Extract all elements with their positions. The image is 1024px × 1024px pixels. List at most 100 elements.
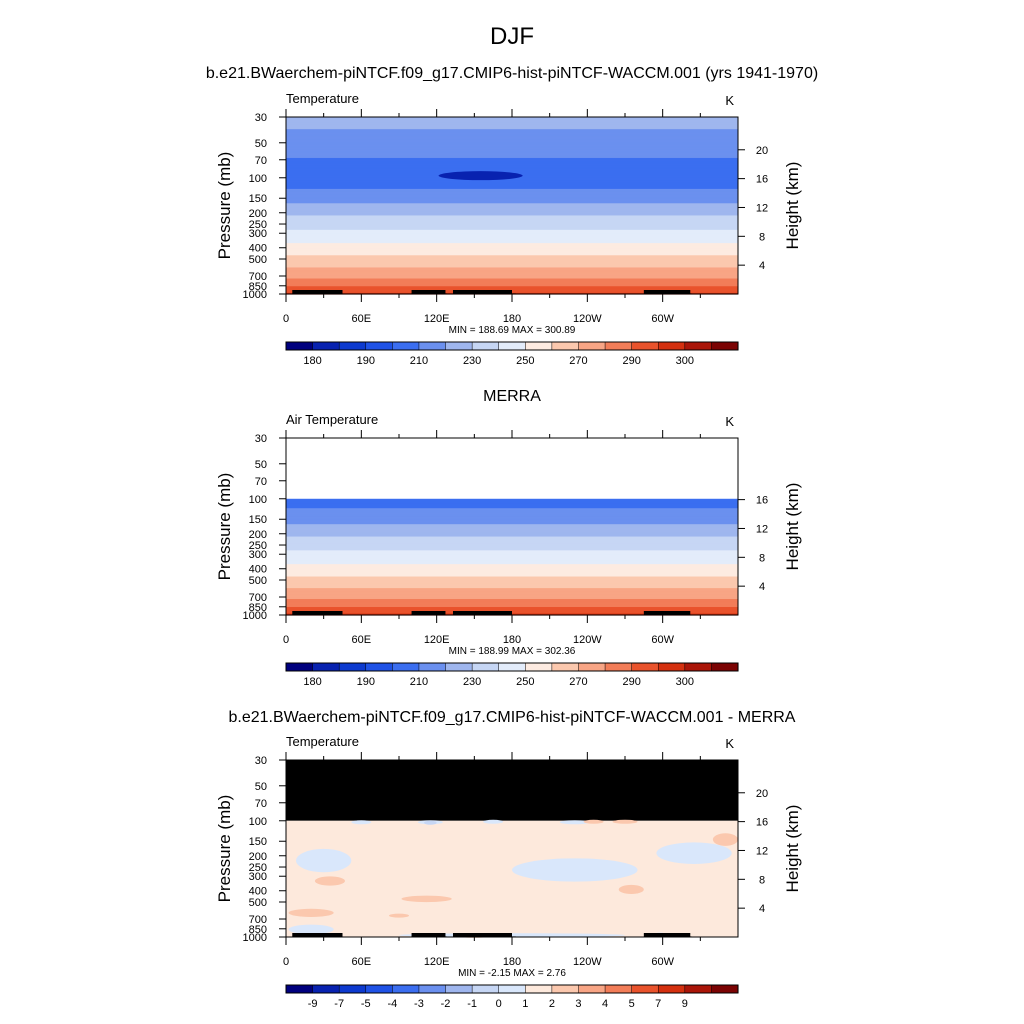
contour-band <box>286 511 738 514</box>
colorbar-label: 9 <box>682 998 688 1010</box>
contour-band <box>286 507 738 509</box>
contour-band <box>286 236 738 239</box>
colorbar-swatch <box>498 341 526 351</box>
contour-band <box>286 585 738 588</box>
y-tick-label: 1000 <box>243 932 267 944</box>
contour-band <box>286 545 738 547</box>
contour-band <box>286 608 738 610</box>
colorbar-label: -1 <box>467 998 477 1010</box>
colorbar-label: 270 <box>569 676 587 688</box>
y-tick-label: 70 <box>255 476 267 488</box>
contour-band <box>286 177 738 180</box>
contour-band <box>286 255 738 257</box>
contour-band <box>286 599 738 601</box>
min-max-stats: MIN = 188.99 MAX = 302.36 <box>449 646 576 657</box>
contour-band <box>286 185 738 188</box>
contour-band <box>286 574 738 576</box>
x-tick-label: 0 <box>283 634 289 646</box>
colorbar-label: -3 <box>414 998 424 1010</box>
contour-band <box>286 284 738 286</box>
colorbar-swatch <box>578 341 606 351</box>
contour-band <box>286 508 738 510</box>
contour-band <box>286 184 738 187</box>
y-tick-label: 30 <box>255 755 267 767</box>
contour-band <box>286 548 738 551</box>
contour-band <box>286 275 738 277</box>
contour-band <box>286 202 738 204</box>
contour-band <box>286 267 738 270</box>
colorbar-swatch <box>471 662 500 672</box>
colorbar-swatch <box>631 662 659 672</box>
colorbar-swatch <box>418 984 447 994</box>
y-tick-label: 50 <box>255 781 267 793</box>
contour-band <box>286 586 738 588</box>
contour-band <box>286 274 738 276</box>
contour-band <box>286 214 738 217</box>
contour-band <box>286 504 738 506</box>
contour-band <box>286 506 738 509</box>
colorbar-swatch <box>365 341 393 351</box>
contour-band <box>286 263 738 265</box>
x-tick-label: 120E <box>424 313 450 325</box>
y-tick-label: 700 <box>249 592 267 604</box>
topography-mask <box>411 290 446 294</box>
difference-anomaly <box>424 820 437 825</box>
contour-band <box>286 609 738 612</box>
colorbar-swatch <box>338 662 367 672</box>
difference-anomaly <box>288 908 334 917</box>
topography-mask <box>292 933 343 937</box>
contour-band <box>286 145 738 148</box>
colorbar-swatch <box>525 341 553 351</box>
contour-band <box>286 212 738 214</box>
contour-band <box>286 583 738 585</box>
figure-title: DJF <box>490 23 534 50</box>
contour-band <box>286 575 738 578</box>
y-tick-label: 70 <box>255 798 267 810</box>
contour-band <box>286 141 738 144</box>
contour-band <box>286 522 738 524</box>
contour-band <box>286 518 738 520</box>
colorbar-label: 300 <box>676 355 694 367</box>
contour-band <box>286 580 738 582</box>
y-tick-label: 700 <box>249 271 267 283</box>
contour-band <box>286 257 738 260</box>
colorbar-label: 210 <box>410 676 428 688</box>
contour-band <box>286 258 738 261</box>
contour-band <box>286 514 738 517</box>
contour-band <box>286 124 738 127</box>
contour-band <box>286 561 738 563</box>
colorbar-swatch <box>312 984 340 994</box>
colorbar-swatch <box>684 662 712 672</box>
colorbar-swatch <box>392 341 420 351</box>
contour-band <box>286 186 738 189</box>
contour-band <box>286 549 738 551</box>
contour-band <box>286 498 738 501</box>
contour-band <box>286 136 738 139</box>
height-tick-label: 8 <box>759 874 765 886</box>
contour-band <box>286 506 738 508</box>
y-tick-label: 30 <box>255 433 267 445</box>
contour-band <box>286 151 738 153</box>
contour-band <box>286 576 738 578</box>
difference-anomaly <box>351 820 372 825</box>
contour-band <box>286 166 738 169</box>
contour-band <box>286 597 738 599</box>
contour-band <box>286 197 738 200</box>
x-tick-label: 60E <box>352 634 372 646</box>
contour-band <box>286 198 738 201</box>
contour-band <box>286 243 738 245</box>
contour-band <box>286 515 738 517</box>
difference-anomaly <box>401 895 452 903</box>
contour-band <box>286 604 738 606</box>
contour-band <box>286 204 738 207</box>
height-tick-label: 12 <box>756 845 768 857</box>
contour-band <box>286 564 738 566</box>
contour-band <box>286 570 738 573</box>
colorbar-swatch <box>312 662 340 672</box>
contour-band <box>286 557 738 559</box>
contour-band <box>286 567 738 569</box>
colorbar-swatch <box>338 341 367 351</box>
contour-band <box>286 565 738 567</box>
difference-anomaly <box>288 924 334 935</box>
contour-band <box>286 220 738 223</box>
